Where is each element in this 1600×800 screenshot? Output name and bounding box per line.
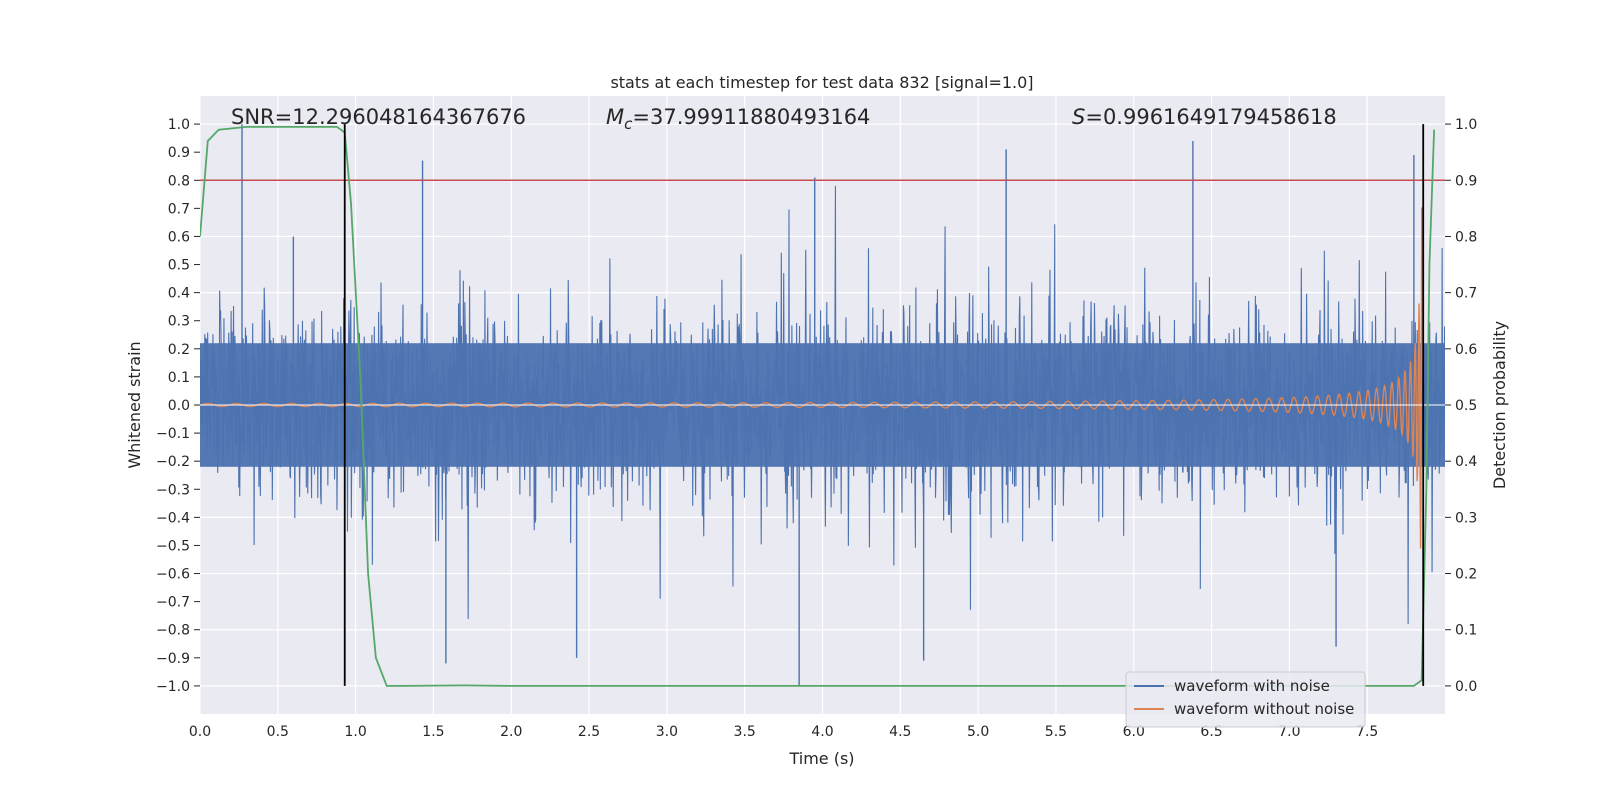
- y-axis-label: Whitened strain: [125, 341, 144, 468]
- series-waveform-without-noise: [200, 207, 1427, 549]
- legend: waveform with noise waveform without noi…: [1125, 671, 1366, 728]
- legend-label-clean: waveform without noise: [1174, 700, 1354, 718]
- y-tick-label: 0.1: [168, 370, 190, 386]
- y-tick-label: 0.2: [168, 342, 190, 358]
- x-tick-label: 6.0: [1123, 724, 1145, 740]
- series-detection-probability: [200, 126, 1436, 687]
- y2-tick-label: 0.6: [1455, 342, 1477, 358]
- x-tick-label: 0.0: [189, 724, 211, 740]
- y-tick-label: 1.0: [168, 117, 190, 133]
- series-layer: [200, 124, 1445, 687]
- x-tick-label: 3.0: [656, 724, 678, 740]
- y-tick-label: 0.4: [168, 286, 190, 302]
- x-tick-label: 6.5: [1200, 724, 1222, 740]
- y2-tick-label: 0.5: [1455, 398, 1477, 414]
- y-tick-label: −0.9: [156, 651, 190, 667]
- y-tick-label: −0.1: [156, 426, 190, 442]
- x-tick-label: 5.0: [967, 724, 989, 740]
- x-tick-label: 7.5: [1356, 724, 1378, 740]
- y-tick-label: −1.0: [156, 679, 190, 695]
- y-tick-label: 0.0: [168, 398, 190, 414]
- y-tick-label: 0.6: [168, 229, 190, 245]
- score-annotation: S=0.9961649179458618: [1072, 105, 1337, 129]
- y-tick-label: −0.7: [156, 595, 190, 611]
- y-tick-label: 0.5: [168, 258, 190, 274]
- y-tick-label: −0.2: [156, 454, 190, 470]
- legend-box: [1125, 671, 1366, 728]
- snr-annotation: SNR=12.296048164367676: [231, 105, 526, 129]
- y-tick-label: 0.7: [168, 201, 190, 217]
- x-tick-label: 1.0: [344, 724, 366, 740]
- y2-tick-label: 0.1: [1455, 623, 1477, 639]
- y-tick-label: 0.9: [168, 145, 190, 161]
- y-tick-label: −0.6: [156, 567, 190, 583]
- x-tick-label: 4.0: [811, 724, 833, 740]
- y-tick-label: −0.8: [156, 623, 190, 639]
- y2-tick-label: 0.3: [1455, 510, 1477, 526]
- x-tick-label: 5.5: [1045, 724, 1067, 740]
- x-tick-label: 7.0: [1278, 724, 1300, 740]
- y-tick-label: −0.4: [156, 510, 190, 526]
- y-tick-label: 0.8: [168, 173, 190, 189]
- y2-tick-label: 0.2: [1455, 567, 1477, 583]
- y2-tick-label: 0.7: [1455, 286, 1477, 302]
- y2-tick-label: 0.4: [1455, 454, 1477, 470]
- x-tick-label: 1.5: [422, 724, 444, 740]
- x-axis-label: Time (s): [788, 749, 854, 768]
- x-tick-label: 0.5: [267, 724, 289, 740]
- y2-tick-label: 1.0: [1455, 117, 1477, 133]
- y2-tick-label: 0.0: [1455, 679, 1477, 695]
- y-tick-label: −0.5: [156, 538, 190, 554]
- y2-tick-label: 0.8: [1455, 229, 1477, 245]
- y2-axis-label: Detection probability: [1490, 321, 1509, 489]
- x-tick-label: 2.5: [578, 724, 600, 740]
- y-tick-label: 0.3: [168, 314, 190, 330]
- x-tick-label: 2.0: [500, 724, 522, 740]
- y2-tick-label: 0.9: [1455, 173, 1477, 189]
- y-tick-label: −0.3: [156, 482, 190, 498]
- chirp-mass-annotation: Mc=37.99911880493164: [606, 105, 870, 133]
- x-tick-label: 4.5: [889, 724, 911, 740]
- legend-label-noise: waveform with noise: [1174, 677, 1330, 695]
- chart-title: stats at each timestep for test data 832…: [610, 73, 1033, 92]
- x-tick-label: 3.5: [734, 724, 756, 740]
- tick-layer: 0.0 0.5 1.0 1.5 2.0 2.5 3.0 3.5 4.0 4.5 5.0 5.5 6.0 6…: [156, 117, 1477, 740]
